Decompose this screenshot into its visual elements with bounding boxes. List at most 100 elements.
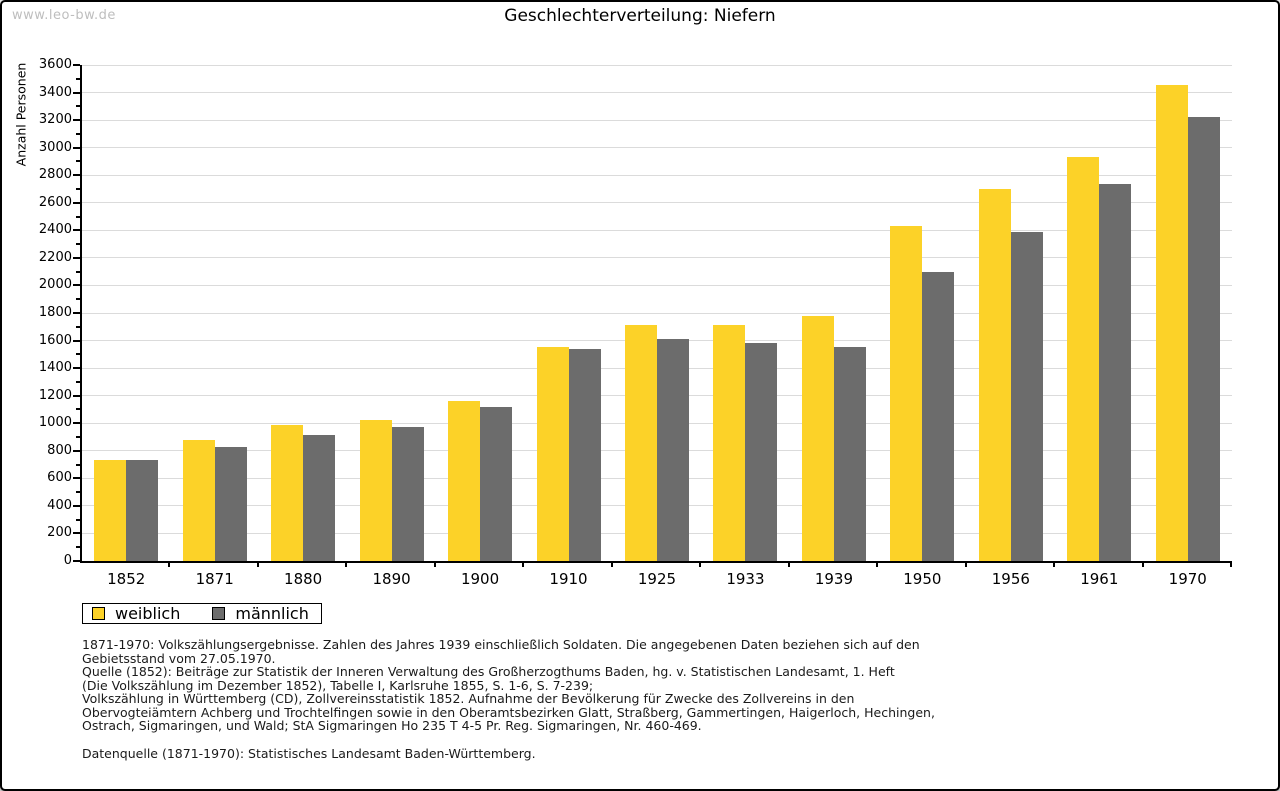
legend-swatch-weiblich bbox=[92, 607, 105, 620]
gridline-2200 bbox=[82, 257, 1232, 259]
y-minor-tick-1500 bbox=[76, 353, 80, 356]
gridline-3400 bbox=[82, 92, 1232, 94]
x-tick-2 bbox=[256, 563, 259, 567]
watermark: www.leo-bw.de bbox=[12, 8, 116, 23]
bar-weiblich-1956 bbox=[978, 189, 1011, 561]
x-category-label-1900: 1900 bbox=[460, 570, 500, 588]
x-axis-line bbox=[80, 561, 1232, 563]
x-category-label-1925: 1925 bbox=[637, 570, 677, 588]
gridline-3000 bbox=[82, 147, 1232, 149]
y-tick-2400 bbox=[73, 229, 80, 232]
bar-männlich-1961 bbox=[1099, 184, 1132, 561]
gridline-2400 bbox=[82, 229, 1232, 231]
x-tick-12 bbox=[1141, 563, 1144, 567]
footnote-line-2: Gebietsstand vom 27.05.1970. bbox=[82, 650, 276, 666]
y-tick-0 bbox=[73, 560, 80, 562]
footnote-line-7: Ostrach, Sigmaringen, und Wald; StA Sigm… bbox=[82, 718, 702, 733]
gridline-2600 bbox=[82, 202, 1232, 204]
bar-männlich-1925 bbox=[656, 339, 689, 561]
x-category-label-1852: 1852 bbox=[107, 570, 146, 588]
x-tick-7 bbox=[699, 563, 702, 567]
y-tick-label-1800: 1800 bbox=[38, 305, 72, 320]
bar-weiblich-1910 bbox=[536, 347, 569, 561]
y-tick-label-2000: 2000 bbox=[38, 277, 72, 293]
gridline-3600 bbox=[82, 64, 1232, 66]
gridline-2000 bbox=[82, 284, 1232, 286]
x-category-label-1910: 1910 bbox=[549, 570, 588, 588]
footnote-line-4: (Die Volkszählung im Dezember 1852), Tab… bbox=[82, 677, 594, 693]
y-tick-1200 bbox=[73, 394, 80, 397]
y-tick-800 bbox=[73, 449, 80, 452]
x-tick-9 bbox=[876, 563, 879, 567]
y-tick-2800 bbox=[73, 174, 80, 177]
x-tick-13 bbox=[1230, 563, 1232, 567]
y-axis-title: Anzahl Personen bbox=[13, 62, 29, 167]
x-tick-1 bbox=[168, 563, 171, 567]
y-minor-tick-900 bbox=[76, 436, 80, 438]
bar-weiblich-1900 bbox=[448, 401, 481, 561]
bar-männlich-1880 bbox=[303, 434, 336, 561]
y-tick-3600 bbox=[73, 64, 80, 66]
y-axis-line bbox=[80, 65, 82, 563]
y-tick-label-1400: 1400 bbox=[38, 360, 72, 376]
x-category-label-1933: 1933 bbox=[726, 570, 765, 588]
legend-item-weiblich: weiblich bbox=[92, 604, 180, 623]
y-tick-1400 bbox=[73, 367, 80, 370]
bar-weiblich-1939 bbox=[801, 316, 834, 561]
y-tick-label-3200: 3200 bbox=[38, 112, 72, 128]
y-tick-2200 bbox=[73, 256, 80, 259]
gridline-1800 bbox=[82, 312, 1232, 314]
bar-weiblich-1970 bbox=[1155, 84, 1188, 561]
y-tick-label-1000: 1000 bbox=[38, 415, 72, 431]
y-tick-1600 bbox=[73, 339, 80, 342]
y-tick-1000 bbox=[73, 422, 80, 425]
y-minor-tick-2900 bbox=[76, 160, 80, 163]
gridline-2800 bbox=[82, 174, 1232, 176]
legend-label-weiblich: weiblich bbox=[115, 604, 181, 623]
x-tick-3 bbox=[345, 563, 348, 567]
legend-item-maennlich: männlich bbox=[212, 604, 309, 623]
footnote-block: 1871-1970: Volkszählungsergebnisse. Zahl… bbox=[82, 638, 935, 733]
bar-weiblich-1925 bbox=[624, 324, 657, 561]
legend-label-maennlich: männlich bbox=[235, 604, 309, 623]
footnote-line-5: Volkszählung in Württemberg (CD), Zollve… bbox=[82, 691, 855, 706]
bar-weiblich-1890 bbox=[359, 420, 392, 561]
bar-männlich-1939 bbox=[833, 347, 866, 561]
y-minor-tick-2700 bbox=[76, 188, 80, 190]
y-minor-tick-3300 bbox=[76, 105, 80, 108]
y-minor-tick-1300 bbox=[76, 380, 80, 383]
y-tick-label-400: 400 bbox=[47, 497, 72, 513]
bar-männlich-1950 bbox=[922, 271, 955, 561]
legend: weiblich männlich bbox=[82, 603, 322, 624]
y-tick-label-2200: 2200 bbox=[38, 249, 72, 265]
bar-männlich-1852 bbox=[126, 460, 159, 561]
footnote-line-6: Obervogteiämtern Achberg und Trochtelfin… bbox=[82, 704, 935, 720]
y-minor-tick-1900 bbox=[76, 298, 80, 301]
footnote-line-1: 1871-1970: Volkszählungsergebnisse. Zahl… bbox=[82, 637, 920, 652]
x-tick-6 bbox=[610, 563, 613, 567]
bar-männlich-1933 bbox=[745, 342, 778, 561]
x-tick-10 bbox=[964, 563, 967, 567]
bar-männlich-1900 bbox=[480, 406, 513, 561]
y-tick-label-2600: 2600 bbox=[38, 194, 72, 210]
bar-männlich-1910 bbox=[568, 348, 601, 561]
y-minor-tick-1100 bbox=[76, 408, 80, 411]
y-tick-label-1600: 1600 bbox=[38, 332, 72, 348]
x-category-label-1961: 1961 bbox=[1080, 570, 1119, 588]
y-tick-label-3600: 3600 bbox=[38, 57, 72, 72]
y-tick-1800 bbox=[73, 312, 80, 314]
y-minor-tick-2100 bbox=[76, 270, 80, 273]
bar-weiblich-1961 bbox=[1067, 156, 1100, 561]
legend-swatch-maennlich bbox=[212, 607, 226, 620]
page-title: Geschlechterverteilung: Niefern bbox=[504, 6, 776, 26]
y-minor-tick-2300 bbox=[76, 243, 80, 246]
y-tick-label-200: 200 bbox=[47, 525, 72, 541]
y-tick-label-0: 0 bbox=[63, 553, 72, 568]
y-tick-label-3400: 3400 bbox=[38, 84, 72, 100]
y-minor-tick-100 bbox=[76, 546, 80, 549]
y-minor-tick-3500 bbox=[76, 77, 80, 80]
y-minor-tick-500 bbox=[76, 491, 80, 494]
bar-weiblich-1852 bbox=[94, 460, 127, 561]
x-category-label-1970: 1970 bbox=[1168, 570, 1207, 588]
